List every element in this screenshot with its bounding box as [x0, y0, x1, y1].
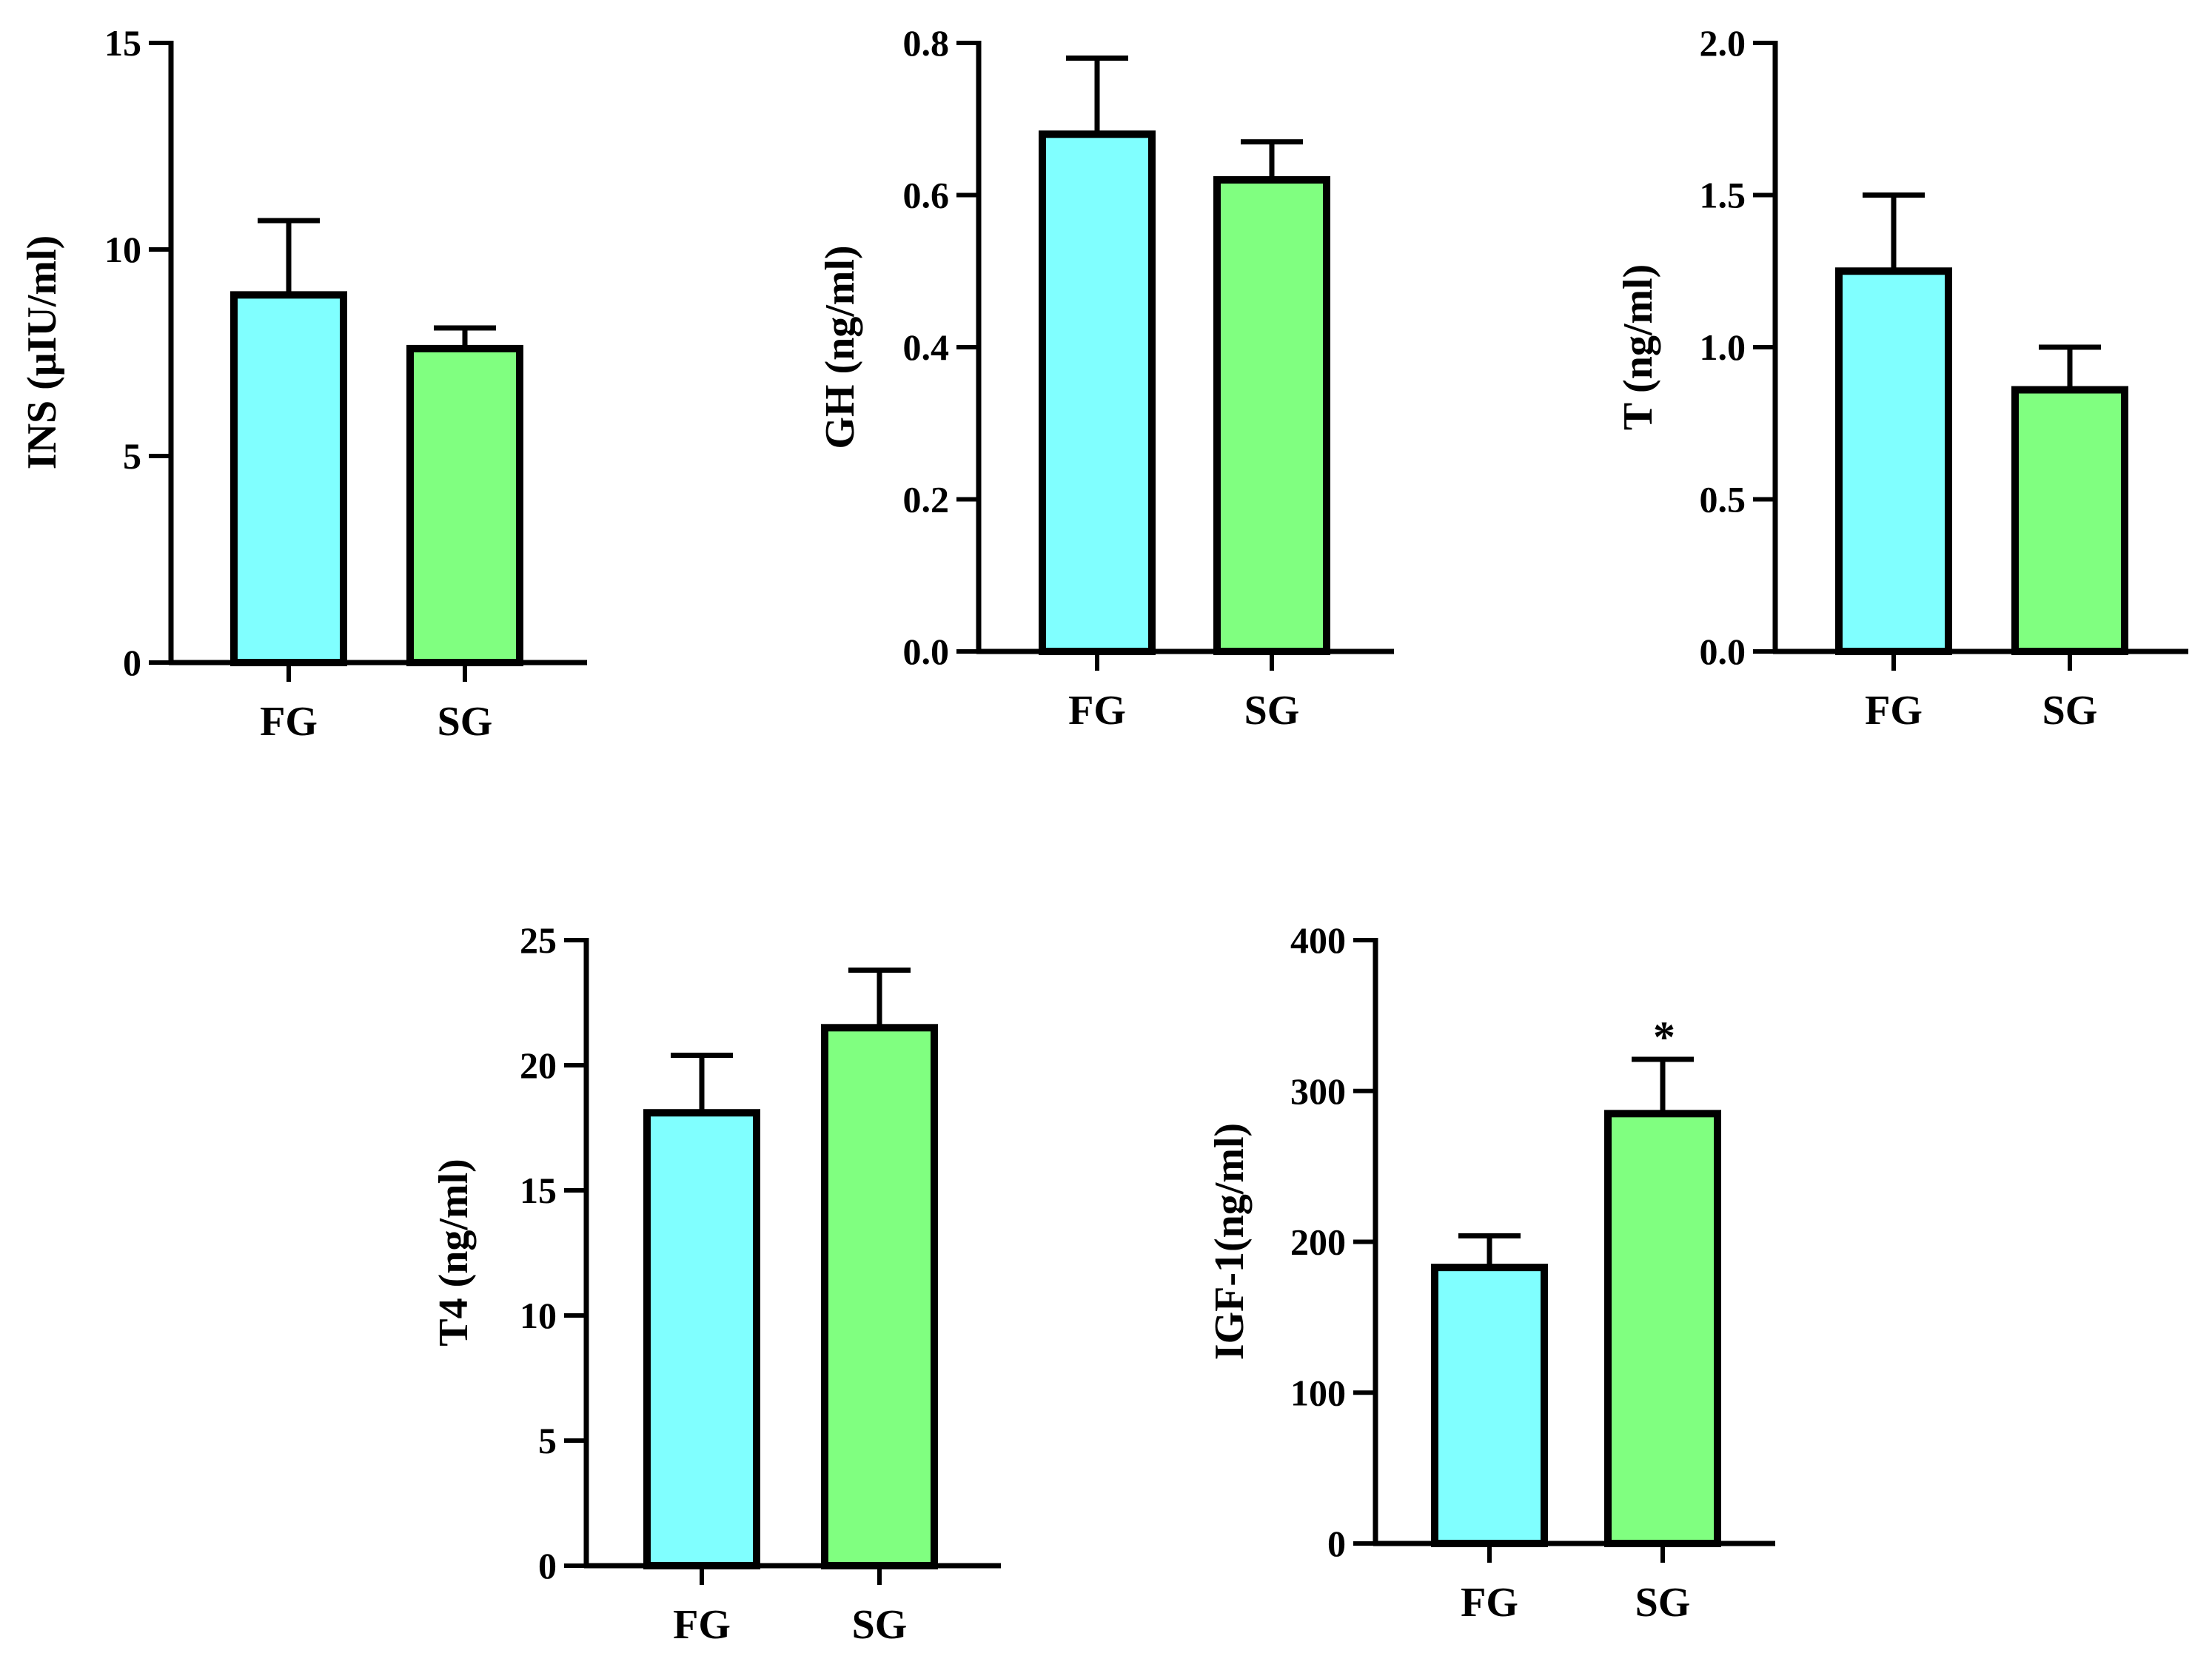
bar-fg [1431, 1264, 1548, 1547]
bar-sg [821, 1024, 938, 1570]
y-tick-label: 15 [104, 22, 141, 64]
y-tick-label: 400 [1290, 919, 1346, 961]
y-axis-title: T4 (ng/ml) [431, 1159, 477, 1347]
bar-sg [1213, 175, 1330, 655]
x-tick-label-fg: FG [1068, 688, 1126, 734]
y-tick-label: 15 [520, 1170, 557, 1211]
y-tick-label: 0 [538, 1545, 557, 1586]
y-tick-label: 5 [123, 435, 141, 477]
y-axis-title: IGF-1(ng/ml) [1207, 1123, 1253, 1360]
y-tick-label: 0.4 [903, 326, 950, 368]
chart-panel-2: FG SG 0.0 0.2 0.4 0.6 0.8 GH (ng/ml) [817, 22, 1394, 734]
y-tick-label: 2.0 [1700, 22, 1746, 64]
y-tick-label: 10 [520, 1295, 557, 1336]
chart-panel-4: FG SG 0 5 10 15 20 25 T4 (ng/ml) [431, 919, 1001, 1648]
y-tick-label: 100 [1290, 1372, 1346, 1413]
bar-fg [1835, 267, 1952, 655]
y-tick-label: 0 [123, 642, 141, 683]
chart-panel-3: FG SG 0.0 0.5 1.0 1.5 2.0 T (ng/ml) [1615, 22, 2188, 734]
y-tick-label: 0.8 [903, 22, 950, 64]
bar-fg [1039, 130, 1156, 656]
x-tick-label-fg: FG [1865, 688, 1923, 734]
x-tick-label-sg: SG [1635, 1580, 1691, 1626]
bar-sg [1604, 1110, 1721, 1547]
bar-sg [406, 344, 523, 666]
y-tick-label: 0.2 [903, 479, 950, 520]
x-tick-label-sg: SG [438, 699, 493, 745]
x-tick-label-sg: SG [2042, 688, 2098, 734]
x-tick-label-sg: SG [1244, 688, 1300, 734]
chart-panel-5: FG SG * 0 100 200 300 400 IGF-1(ng/ml) [1207, 919, 1775, 1626]
y-axis-title: GH (ng/ml) [817, 245, 863, 449]
y-tick-label: 0.5 [1700, 479, 1746, 520]
y-tick-label: 0.6 [903, 175, 950, 216]
chart-panel-1: FG SG 0 5 10 15 INS (μIU/ml) [19, 22, 587, 745]
x-tick-label-fg: FG [260, 699, 318, 745]
bar-fg [230, 291, 347, 666]
y-tick-label: 0.0 [1700, 631, 1746, 672]
y-tick-label: 1.5 [1700, 175, 1746, 216]
y-tick-label: 20 [520, 1045, 557, 1086]
bar-fg [643, 1109, 760, 1569]
y-tick-label: 1.0 [1700, 326, 1746, 368]
y-tick-label: 200 [1290, 1221, 1346, 1263]
y-axis-title: INS (μIU/ml) [19, 235, 65, 469]
y-tick-label: 5 [538, 1420, 557, 1461]
y-tick-label: 0 [1327, 1523, 1346, 1564]
x-tick-label-fg: FG [673, 1602, 731, 1648]
bar-sg [2011, 386, 2128, 655]
y-tick-label: 300 [1290, 1070, 1346, 1112]
y-tick-label: 10 [104, 229, 141, 270]
y-tick-label: 0.0 [903, 631, 950, 672]
x-tick-label-sg: SG [852, 1602, 908, 1648]
significance-marker: * [1653, 1013, 1675, 1062]
y-axis-title: T (ng/ml) [1615, 264, 1661, 431]
x-tick-label-fg: FG [1461, 1580, 1518, 1626]
y-tick-label: 25 [520, 919, 557, 961]
